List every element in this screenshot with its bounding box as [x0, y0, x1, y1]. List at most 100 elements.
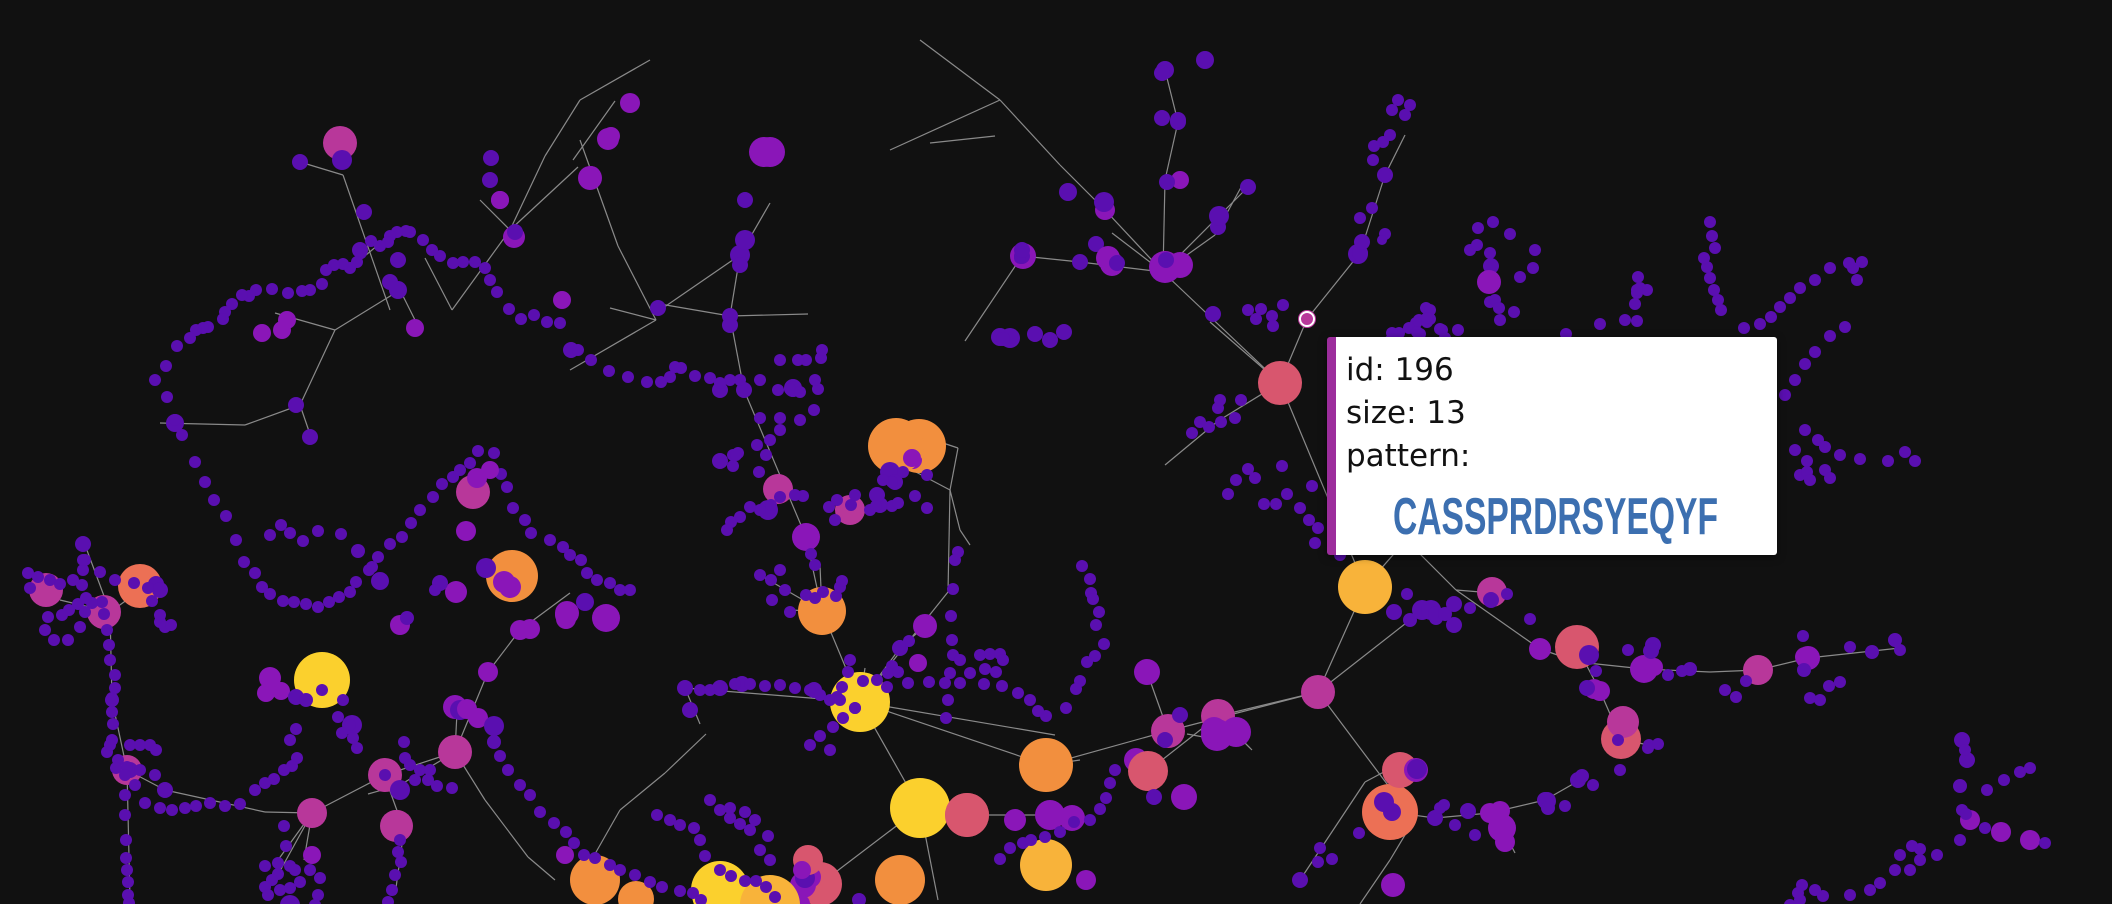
graph-node[interactable] [109, 682, 121, 694]
graph-node[interactable] [1740, 675, 1752, 687]
graph-node[interactable] [902, 677, 914, 689]
graph-node[interactable] [750, 875, 762, 887]
graph-node[interactable] [1631, 284, 1643, 296]
graph-node[interactable] [794, 414, 806, 426]
graph-node[interactable] [732, 257, 748, 273]
graph-node[interactable] [664, 814, 676, 826]
graph-node[interactable] [1797, 630, 1809, 642]
graph-node[interactable] [491, 191, 509, 209]
graph-node[interactable] [499, 576, 521, 598]
graph-node[interactable] [445, 581, 467, 603]
graph-node[interactable] [939, 677, 951, 689]
graph-node[interactable] [400, 611, 414, 625]
graph-node[interactable] [725, 870, 737, 882]
graph-node[interactable] [337, 258, 349, 270]
graph-node[interactable] [454, 464, 466, 476]
graph-node[interactable] [817, 586, 829, 598]
graph-node[interactable] [365, 235, 377, 247]
graph-node[interactable] [482, 172, 498, 188]
graph-node[interactable] [1084, 814, 1096, 826]
graph-node[interactable] [754, 844, 766, 856]
graph-node[interactable] [74, 621, 86, 633]
graph-node[interactable] [259, 777, 271, 789]
graph-node[interactable] [809, 559, 821, 571]
graph-node[interactable] [834, 694, 846, 706]
graph-node[interactable] [614, 584, 626, 596]
graph-node[interactable] [954, 677, 966, 689]
graph-node[interactable] [1754, 318, 1766, 330]
graph-node[interactable] [845, 499, 857, 511]
graph-node[interactable] [1493, 302, 1505, 314]
graph-node[interactable] [604, 577, 616, 589]
graph-node[interactable] [695, 894, 707, 904]
graph-node[interactable] [1894, 644, 1906, 656]
graph-node[interactable] [395, 856, 407, 868]
graph-node[interactable] [1104, 777, 1116, 789]
graph-node[interactable] [892, 497, 904, 509]
graph-node[interactable] [62, 634, 74, 646]
graph-node[interactable] [1134, 659, 1160, 685]
graph-node[interactable] [389, 281, 407, 299]
graph-node[interactable] [487, 735, 501, 749]
graph-node[interactable] [157, 782, 173, 798]
graph-node[interactable] [1434, 323, 1446, 335]
graph-node[interactable] [259, 667, 281, 689]
graph-node[interactable] [890, 778, 950, 838]
graph-node[interactable] [744, 678, 756, 690]
graph-node[interactable] [903, 449, 921, 467]
graph-node[interactable] [446, 782, 458, 794]
graph-node[interactable] [886, 476, 898, 488]
graph-node[interactable] [1128, 751, 1168, 791]
graph-node[interactable] [344, 719, 356, 731]
graph-node[interactable] [1004, 809, 1026, 831]
graph-node[interactable] [704, 684, 716, 696]
graph-node[interactable] [160, 360, 172, 372]
graph-node[interactable] [1294, 502, 1306, 514]
graph-node[interactable] [226, 298, 238, 310]
graph-node[interactable] [199, 476, 211, 488]
graph-node[interactable] [923, 676, 935, 688]
graph-node[interactable] [1201, 717, 1227, 743]
graph-node[interactable] [404, 759, 416, 771]
graph-node[interactable] [1844, 889, 1856, 901]
graph-node[interactable] [438, 735, 472, 769]
graph-node[interactable] [149, 769, 161, 781]
graph-node[interactable] [54, 578, 66, 590]
graph-node[interactable] [1277, 299, 1289, 311]
graph-node[interactable] [266, 283, 278, 295]
graph-node[interactable] [76, 579, 88, 591]
graph-node[interactable] [1407, 759, 1427, 779]
graph-node[interactable] [1889, 864, 1901, 876]
graph-node[interactable] [1159, 174, 1175, 190]
graph-node[interactable] [1931, 849, 1943, 861]
graph-node[interactable] [712, 453, 728, 469]
graph-node[interactable] [1042, 332, 1058, 348]
graph-node[interactable] [384, 538, 396, 550]
graph-node[interactable] [724, 812, 736, 824]
graph-node[interactable] [119, 809, 131, 821]
graph-node[interactable] [1012, 687, 1024, 699]
graph-node[interactable] [166, 804, 178, 816]
graph-node[interactable] [171, 340, 183, 352]
graph-node[interactable] [688, 822, 700, 834]
graph-node[interactable] [98, 608, 110, 620]
graph-node[interactable] [614, 864, 626, 876]
graph-node[interactable] [1035, 800, 1065, 830]
graph-node[interactable] [1088, 236, 1104, 252]
graph-node[interactable] [1484, 247, 1496, 259]
graph-node[interactable] [1154, 110, 1170, 126]
graph-node[interactable] [234, 798, 246, 810]
graph-node[interactable] [161, 391, 173, 403]
graph-node[interactable] [275, 519, 287, 531]
graph-node[interactable] [103, 639, 115, 651]
graph-node[interactable] [1607, 706, 1639, 738]
graph-node[interactable] [744, 501, 756, 513]
graph-node[interactable] [1242, 304, 1254, 316]
graph-node[interactable] [548, 817, 560, 829]
graph-node[interactable] [204, 797, 216, 809]
graph-node[interactable] [997, 654, 1009, 666]
graph-node[interactable] [779, 584, 791, 596]
graph-node[interactable] [426, 244, 438, 256]
graph-node[interactable] [894, 640, 906, 652]
graph-node[interactable] [488, 447, 500, 459]
